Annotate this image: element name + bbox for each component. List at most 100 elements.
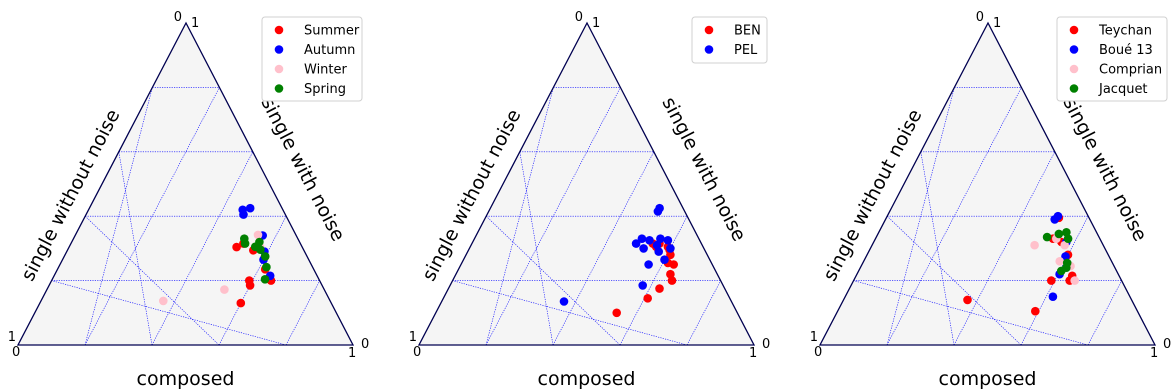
data-point — [232, 242, 241, 252]
gridline — [51, 280, 287, 346]
axis-title-bottom: composed — [538, 368, 636, 390]
tick-label: 1 — [810, 330, 818, 345]
legend-label: Spring — [304, 82, 346, 97]
data-point — [255, 237, 264, 247]
data-point — [245, 203, 255, 213]
legend-label: Jacquet — [1098, 82, 1148, 97]
tick-label: 0 — [1163, 337, 1171, 352]
data-point — [637, 234, 647, 243]
tick-label: 1 — [348, 346, 356, 361]
legend-marker — [274, 25, 284, 35]
axis-title-bottom: composed — [137, 368, 235, 390]
series-Spring — [240, 234, 271, 284]
legend: Teychan Boué 13 Comprian Jacquet — [1056, 16, 1168, 102]
triangle-outline — [417, 21, 756, 346]
data-point — [260, 275, 270, 284]
gridline — [84, 87, 153, 346]
gridline — [619, 216, 688, 346]
gridline — [285, 280, 320, 346]
data-point — [669, 260, 678, 269]
gridline — [485, 87, 554, 346]
data-point — [1042, 232, 1052, 242]
legend: BEN PEL — [691, 16, 768, 64]
data-point — [240, 239, 250, 248]
legend-box — [261, 16, 363, 102]
gridline — [886, 87, 955, 346]
gridline — [485, 87, 621, 346]
data-point — [656, 234, 665, 243]
legend-marker — [704, 25, 714, 35]
legend-marker — [1069, 84, 1079, 93]
data-point — [660, 255, 669, 264]
tick-label: 1 — [8, 330, 16, 345]
legend-marker — [1069, 25, 1079, 35]
data-point — [1050, 215, 1059, 224]
legend-label: Comprian — [1099, 63, 1162, 78]
data-point — [655, 284, 664, 293]
legend-marker — [274, 64, 284, 74]
data-point — [260, 252, 270, 261]
data-point — [666, 250, 675, 260]
data-point — [1063, 234, 1073, 243]
data-point — [667, 276, 677, 285]
data-point — [1047, 276, 1056, 285]
data-point — [612, 308, 621, 318]
data-point — [1048, 292, 1058, 302]
data-point — [643, 294, 652, 303]
tick-label: 1 — [592, 16, 600, 31]
tick-label: 0 — [413, 345, 421, 360]
data-point — [631, 239, 641, 248]
legend-label: Teychan — [1098, 24, 1152, 39]
gridline — [84, 87, 220, 346]
gridline — [485, 215, 621, 346]
data-point — [644, 260, 653, 269]
data-point — [262, 262, 271, 272]
data-point — [559, 297, 569, 306]
data-point — [1070, 276, 1079, 285]
data-point — [666, 244, 675, 253]
gridline — [552, 151, 655, 346]
gridline — [686, 280, 721, 346]
data-point — [654, 247, 663, 256]
gridline — [1087, 280, 1122, 346]
legend-label: Boué 13 — [1099, 43, 1153, 58]
data-point — [1054, 229, 1064, 239]
legend-label: PEL — [734, 43, 758, 58]
legend-label: BEN — [734, 24, 761, 39]
data-point — [239, 210, 248, 219]
data-point — [638, 281, 647, 290]
data-point — [1061, 252, 1070, 261]
data-point — [1057, 266, 1066, 276]
legend-box — [1056, 16, 1168, 102]
legend-marker — [704, 45, 714, 54]
gridline — [920, 151, 955, 346]
gridline — [953, 151, 1056, 346]
legend-marker — [274, 45, 284, 54]
data-point — [653, 207, 663, 216]
tick-label: 1 — [749, 346, 757, 361]
data-point — [1060, 240, 1069, 250]
legend-label: Summer — [304, 24, 360, 39]
data-point — [963, 295, 972, 305]
data-point — [639, 244, 648, 253]
data-point — [1031, 306, 1040, 316]
gridline — [519, 151, 554, 346]
data-point — [256, 245, 265, 254]
tick-label: 0 — [976, 10, 984, 25]
data-point — [645, 236, 654, 245]
tick-label: 0 — [762, 337, 770, 352]
series-Jacquet — [1042, 228, 1073, 276]
legend: Summer Autumn Winter Spring — [261, 16, 363, 102]
tick-label: 1 — [191, 16, 199, 31]
legend-label: Autumn — [304, 43, 355, 58]
data-point — [245, 281, 255, 290]
data-point — [236, 298, 246, 308]
data-point — [220, 285, 229, 294]
data-point — [253, 230, 263, 240]
triangle-outline — [818, 21, 1157, 346]
tick-label: 1 — [1150, 346, 1158, 361]
